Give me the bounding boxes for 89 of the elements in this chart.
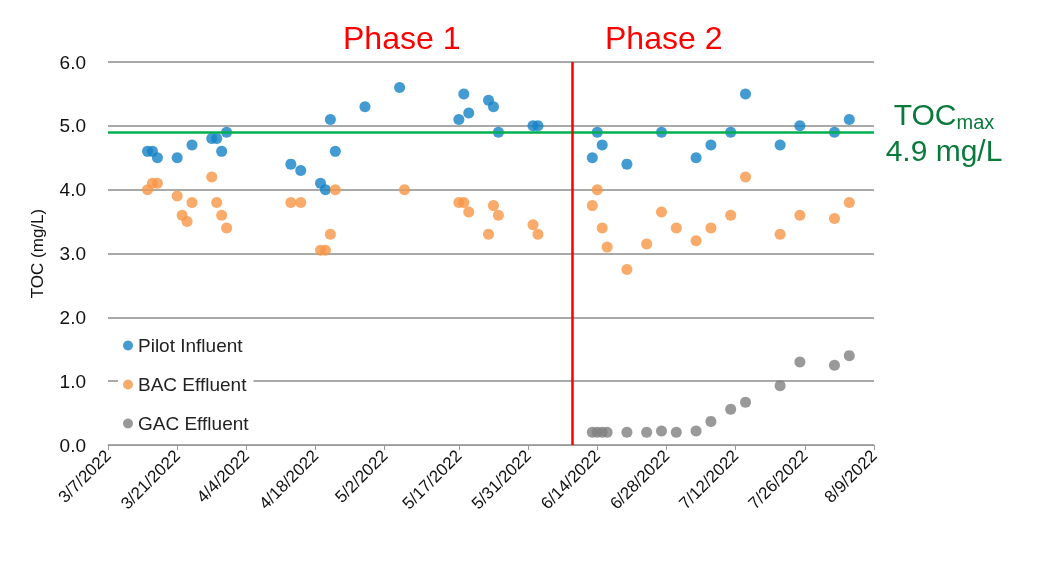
point <box>670 426 682 438</box>
text: Phase 2 <box>605 20 723 56</box>
point <box>359 101 371 113</box>
point <box>596 222 608 234</box>
point <box>586 152 598 164</box>
point <box>463 107 475 119</box>
point <box>690 235 702 247</box>
point <box>641 426 653 438</box>
point <box>211 196 223 208</box>
point <box>171 190 183 202</box>
point <box>532 228 544 240</box>
point <box>221 222 233 234</box>
point <box>295 165 307 177</box>
y-tick-label: 2.0 <box>59 306 86 328</box>
point <box>453 113 465 125</box>
point <box>171 152 183 164</box>
point <box>705 222 717 234</box>
point <box>601 241 613 253</box>
point <box>843 350 855 362</box>
y-tick-label: 0.0 <box>59 434 86 456</box>
point <box>492 209 504 221</box>
point <box>843 196 855 208</box>
point <box>794 356 806 368</box>
point <box>186 196 198 208</box>
y-tick-label: 1.0 <box>59 370 86 392</box>
point <box>591 184 603 196</box>
point <box>656 425 667 437</box>
point <box>621 158 633 170</box>
point <box>843 113 855 125</box>
point <box>483 228 495 240</box>
point <box>690 425 702 437</box>
point <box>458 88 470 100</box>
point <box>151 177 163 189</box>
point <box>458 196 470 208</box>
point <box>690 152 702 164</box>
point <box>527 219 539 231</box>
point <box>319 244 331 256</box>
legend-label: GAC Effluent <box>138 413 250 434</box>
point <box>216 209 228 221</box>
y-axis-title: TOC (mg/L) <box>28 208 47 299</box>
point <box>586 200 598 212</box>
point <box>295 196 307 208</box>
point <box>181 216 193 228</box>
y-tick-label: 3.0 <box>59 243 86 264</box>
point <box>319 184 331 196</box>
point <box>621 426 633 438</box>
point <box>656 206 667 218</box>
point <box>641 238 653 250</box>
point <box>399 184 411 196</box>
text: Phase 1 <box>343 20 461 56</box>
point <box>828 359 840 371</box>
point <box>285 158 297 170</box>
point <box>487 101 499 113</box>
point <box>206 171 218 183</box>
point <box>705 415 717 427</box>
point <box>725 403 737 415</box>
point <box>621 263 633 275</box>
point <box>725 209 737 221</box>
y-tick-label: 5.0 <box>59 115 86 137</box>
point <box>211 133 223 145</box>
point <box>285 196 297 208</box>
point <box>774 380 786 392</box>
point <box>740 88 752 100</box>
point <box>705 139 717 151</box>
point <box>601 426 613 438</box>
point <box>216 145 228 157</box>
point <box>774 139 786 151</box>
legend-label: Pilot Influent <box>138 335 244 356</box>
point <box>532 120 544 132</box>
y-tick-label: 6.0 <box>59 51 86 73</box>
point <box>740 171 752 183</box>
point <box>774 228 786 240</box>
point <box>151 152 163 164</box>
point <box>329 145 341 157</box>
point <box>394 82 406 94</box>
point <box>596 139 608 151</box>
point <box>828 212 840 224</box>
point <box>740 396 752 408</box>
point <box>324 113 336 125</box>
point <box>487 200 499 212</box>
point <box>794 120 806 132</box>
point <box>670 222 682 234</box>
point <box>329 184 341 196</box>
y-tick-label: 4.0 <box>59 179 86 201</box>
point <box>186 139 198 151</box>
point <box>463 206 475 218</box>
point <box>324 228 336 240</box>
legend-label: BAC Effluent <box>138 374 248 395</box>
point <box>794 209 806 221</box>
